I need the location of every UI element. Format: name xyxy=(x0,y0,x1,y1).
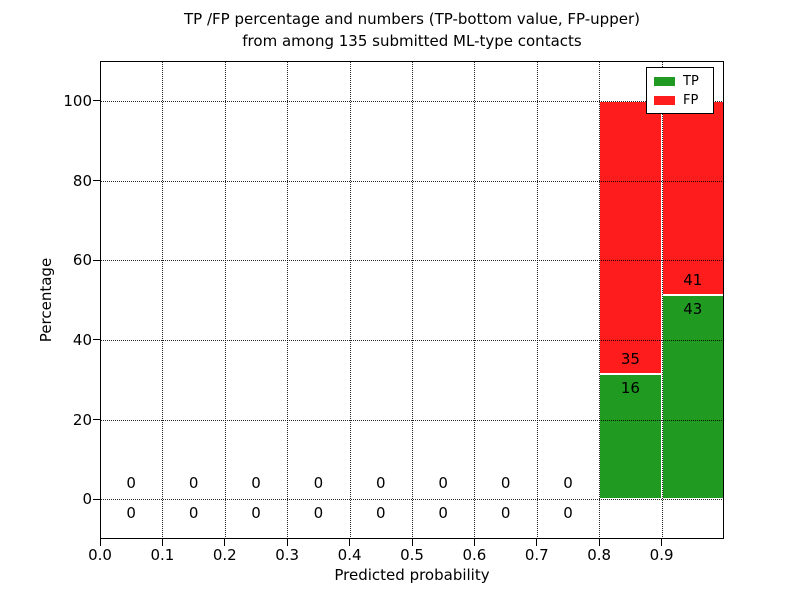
legend: TP FP xyxy=(646,67,714,114)
x-tick-mark xyxy=(286,539,288,546)
fp-bar-segment xyxy=(661,100,724,296)
y-tick-mark xyxy=(93,100,100,102)
tp-count-label: 0 xyxy=(251,504,261,523)
legend-entry-fp: FP xyxy=(654,94,706,107)
tp-count-label: 0 xyxy=(313,504,324,523)
x-tick-mark xyxy=(536,539,538,546)
x-axis-label: Predicted probability xyxy=(334,566,490,584)
x-tick-mark xyxy=(411,539,413,546)
x-gridline xyxy=(412,61,413,539)
x-tick-mark xyxy=(99,539,101,546)
x-gridline xyxy=(224,61,226,539)
x-tick-mark xyxy=(161,539,163,546)
x-tick-label: 0.9 xyxy=(649,546,674,564)
x-tick-label: 0.5 xyxy=(400,546,424,564)
tp-count-label: 43 xyxy=(683,300,703,319)
chart-title: TP /FP percentage and numbers (TP-bottom… xyxy=(100,8,724,52)
chart-title-line-1: TP /FP percentage and numbers (TP-bottom… xyxy=(184,10,640,28)
x-tick-label: 0.7 xyxy=(524,546,549,564)
y-tick-mark xyxy=(93,180,100,181)
fp-count-label: 0 xyxy=(376,474,386,493)
y-tick-mark xyxy=(93,259,100,261)
y-tick-label: 100 xyxy=(63,91,92,110)
fp-count-label: 0 xyxy=(126,474,136,493)
legend-entry-tp: TP xyxy=(654,75,706,88)
y-tick-mark xyxy=(93,339,100,341)
y-tick-label: 20 xyxy=(72,410,92,429)
tp-bar-segment xyxy=(661,295,724,500)
tp-color-swatch xyxy=(654,76,675,86)
tp-count-label: 0 xyxy=(126,504,136,523)
x-tick-label: 0.3 xyxy=(275,546,300,564)
fp-count-label: 0 xyxy=(313,474,324,493)
tp-count-label: 16 xyxy=(620,379,640,398)
fp-color-swatch xyxy=(654,95,675,105)
fp-bar-segment xyxy=(599,100,662,375)
x-tick-label: 0.4 xyxy=(337,546,362,564)
x-gridline xyxy=(536,61,538,539)
x-tick-label: 0.2 xyxy=(212,546,237,564)
tp-count-label: 0 xyxy=(563,504,573,523)
y-tick-label: 80 xyxy=(72,171,92,190)
x-tick-label: 0.8 xyxy=(587,546,612,564)
x-tick-mark xyxy=(473,539,475,546)
x-tick-mark xyxy=(349,539,351,546)
chart-title-line-2: from among 135 submitted ML-type contact… xyxy=(242,32,582,50)
x-tick-mark xyxy=(224,539,226,546)
fp-count-label: 0 xyxy=(563,474,573,493)
fp-count-label: 35 xyxy=(620,350,640,369)
x-gridline xyxy=(287,61,289,539)
fp-count-label: 0 xyxy=(251,474,261,493)
y-tick-label: 60 xyxy=(72,251,92,270)
y-tick-mark xyxy=(93,498,100,500)
fp-count-label: 0 xyxy=(438,474,448,493)
x-gridline xyxy=(474,61,476,539)
x-gridline xyxy=(661,61,663,539)
tp-count-label: 0 xyxy=(438,504,448,523)
x-gridline xyxy=(162,61,164,539)
legend-label-tp: TP xyxy=(683,73,699,89)
x-tick-label: 0.1 xyxy=(150,546,175,564)
x-gridline xyxy=(599,61,601,539)
tp-count-label: 0 xyxy=(500,504,511,523)
x-tick-label: 0.6 xyxy=(462,546,487,564)
y-tick-label: 0 xyxy=(82,490,92,509)
x-tick-mark xyxy=(598,539,600,546)
x-tick-label: 0.0 xyxy=(88,546,112,564)
tp-count-label: 0 xyxy=(188,504,199,523)
y-tick-mark xyxy=(93,419,100,420)
fp-count-label: 41 xyxy=(683,271,703,290)
y-tick-label: 40 xyxy=(72,330,92,349)
fp-count-label: 0 xyxy=(188,474,199,493)
fp-count-label: 0 xyxy=(500,474,511,493)
y-axis-label: Percentage xyxy=(37,257,55,343)
tp-count-label: 0 xyxy=(376,504,386,523)
x-tick-mark xyxy=(661,539,663,546)
legend-label-fp: FP xyxy=(683,92,699,108)
x-gridline xyxy=(349,61,351,539)
